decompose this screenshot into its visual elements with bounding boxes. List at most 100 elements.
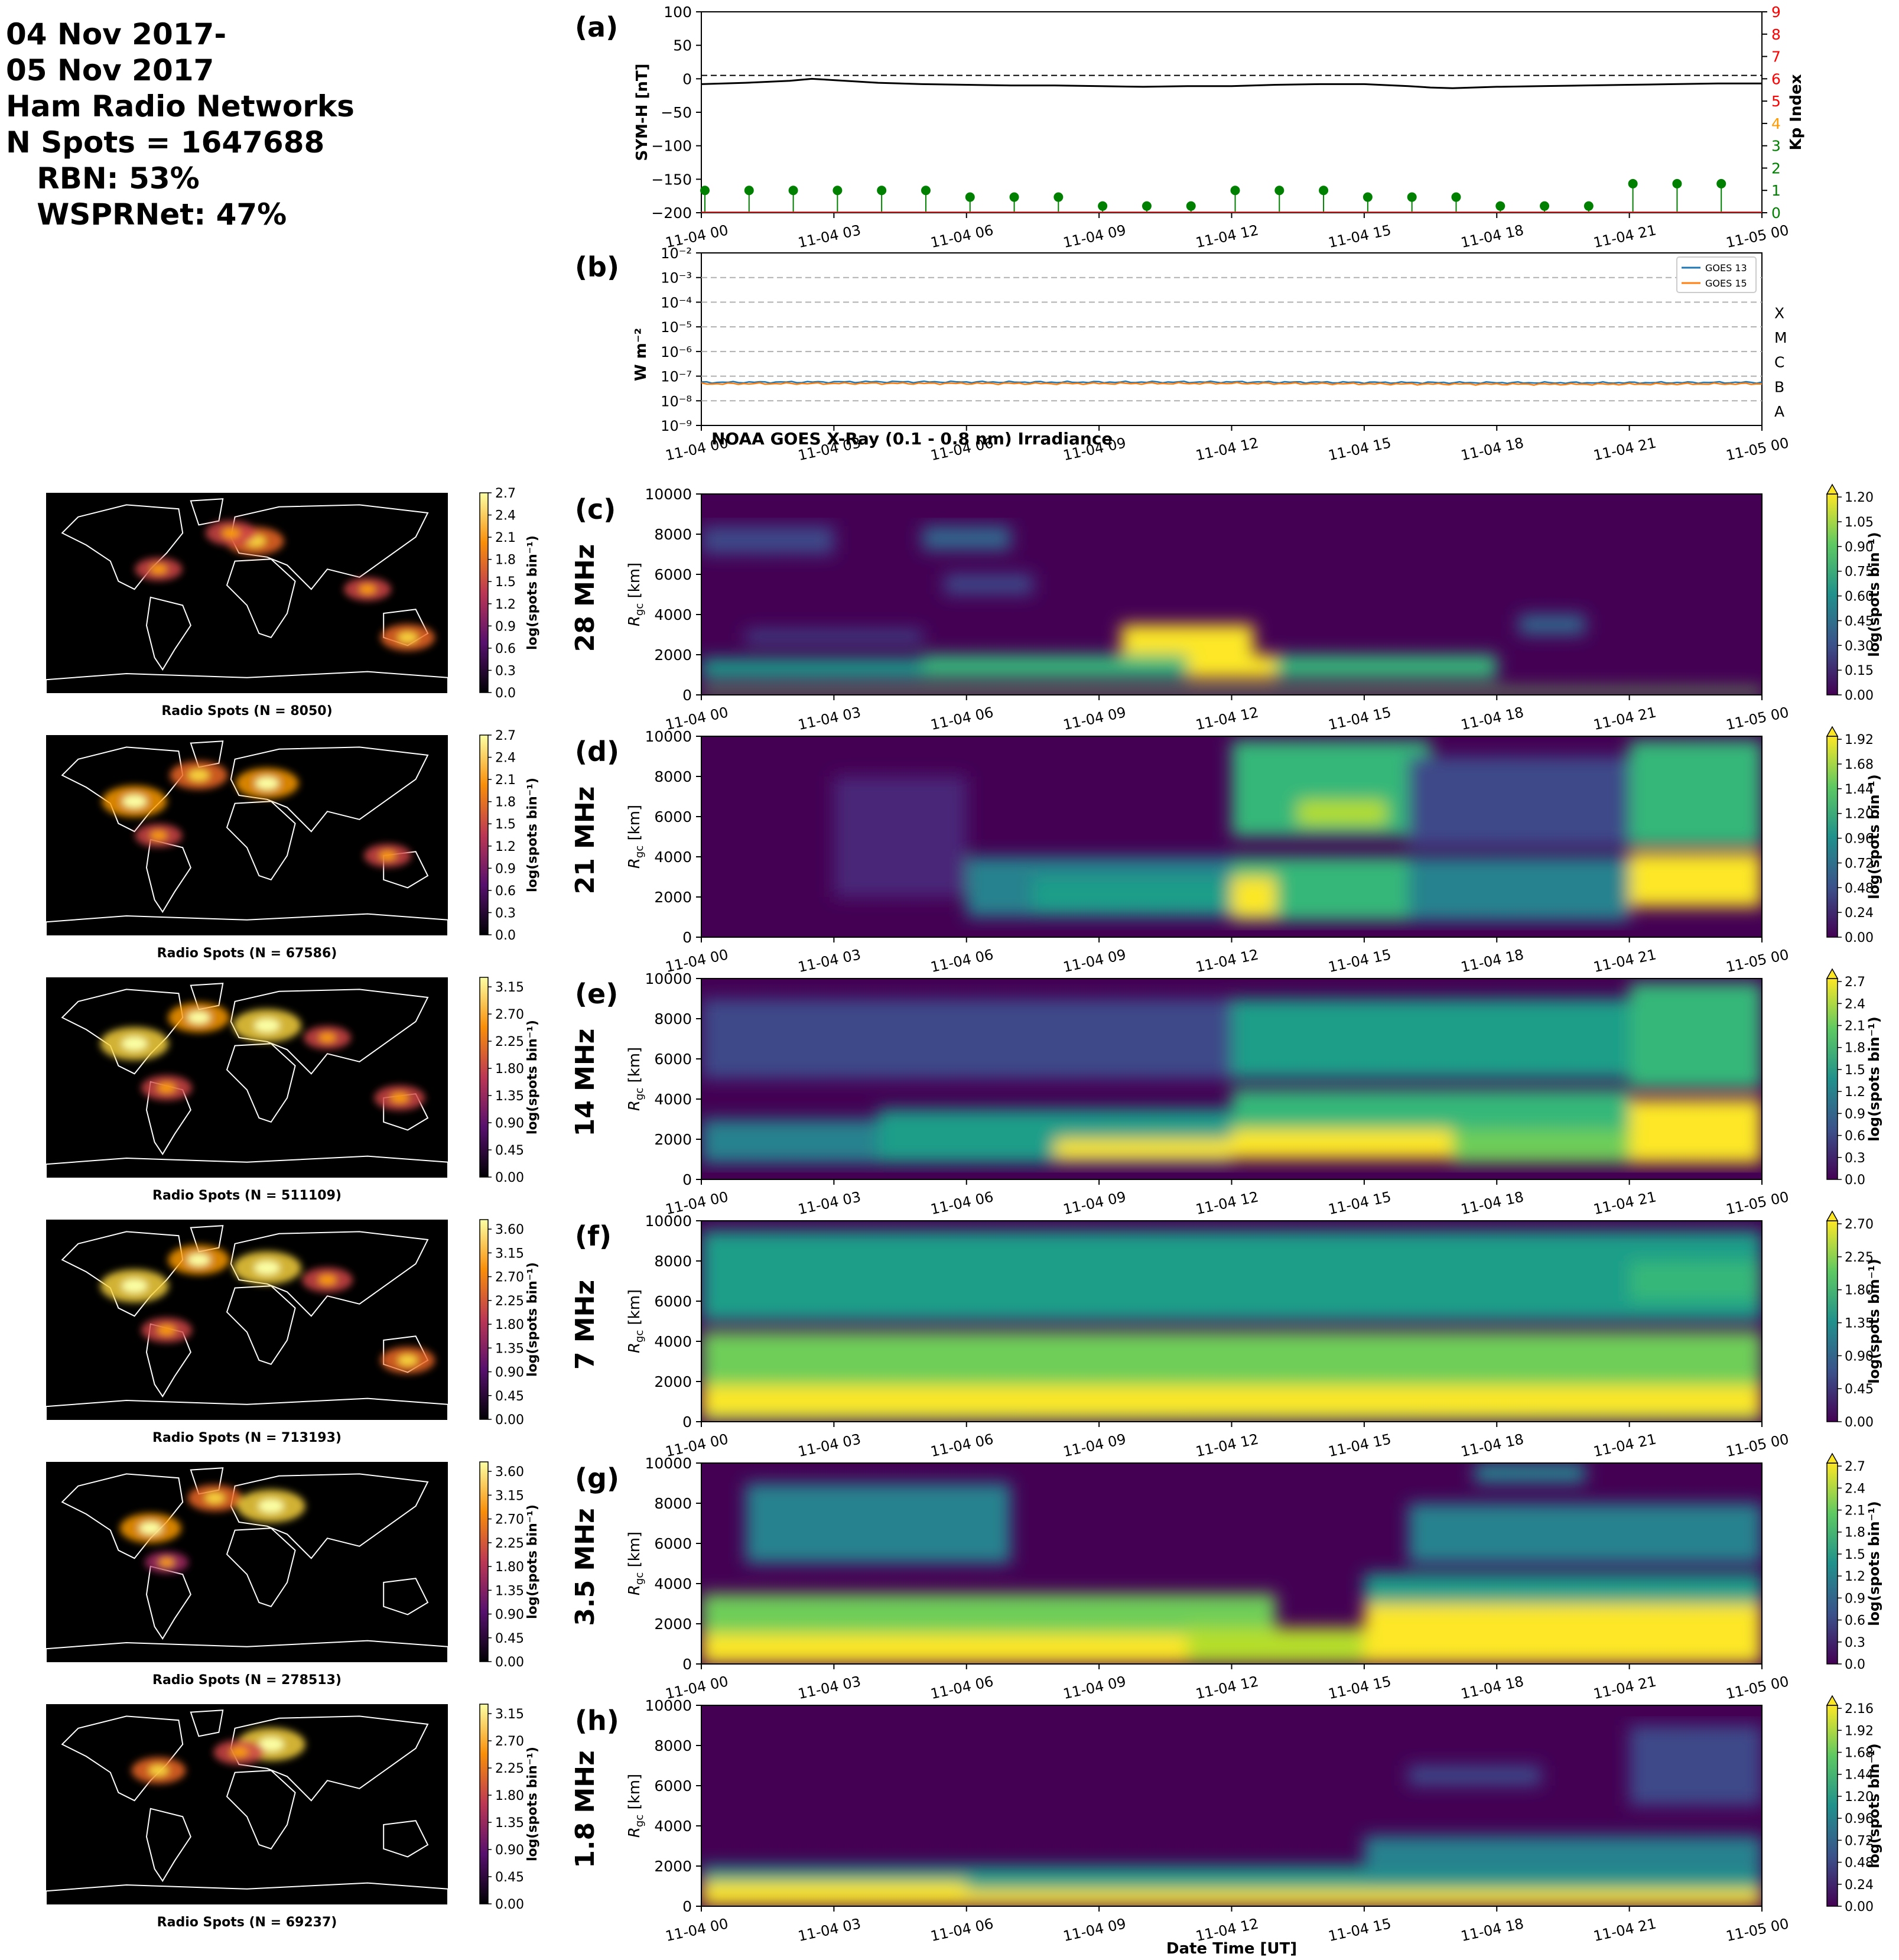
map-colorbar-h bbox=[479, 1704, 489, 1904]
ytick-label-c-5: 10000 bbox=[645, 486, 692, 503]
axes-frame-b bbox=[701, 252, 1763, 426]
xtick-label-d-8: 11-05 00 bbox=[1725, 946, 1790, 976]
heatmap-region-c-1 bbox=[701, 658, 922, 679]
ytick-label-a-5: −150 bbox=[651, 171, 692, 188]
xtick-label-e-5: 11-04 15 bbox=[1327, 1188, 1393, 1218]
ytick-label-d-2: 4000 bbox=[654, 849, 692, 866]
spot-core-g-0 bbox=[139, 1522, 162, 1535]
ytick-right-label-a-9: 9 bbox=[1771, 4, 1781, 21]
cbar-tick-label-h-5: 1.20 bbox=[1845, 1790, 1874, 1805]
spot-core-e-2 bbox=[254, 1018, 280, 1033]
spot-core-f-5 bbox=[318, 1275, 337, 1285]
ylabel-f: Rgc [km] bbox=[626, 1289, 646, 1353]
coastline-antarctica-g bbox=[46, 1640, 448, 1663]
coastline-greenland-e bbox=[190, 983, 224, 1010]
coastline-africa-d bbox=[226, 801, 296, 880]
heatmap-region-f-2 bbox=[1010, 1402, 1188, 1416]
xtick-label-b-7: 11-04 21 bbox=[1592, 434, 1657, 464]
cbar-tick-label-f-0: 0.00 bbox=[1845, 1415, 1874, 1430]
xtick-label-e-2: 11-04 06 bbox=[929, 1188, 994, 1218]
world-map-h bbox=[46, 1704, 448, 1905]
ytick-label-f-0: 0 bbox=[682, 1413, 692, 1431]
cbar-tick-label-f-4: 1.80 bbox=[1845, 1283, 1874, 1298]
ytick-label-c-4: 8000 bbox=[654, 526, 692, 543]
cbar-tick-label-e-5: 1.5 bbox=[1845, 1063, 1865, 1078]
xtick-label-d-3: 11-04 09 bbox=[1062, 946, 1127, 976]
cbar-tick-label-d-0: 0.00 bbox=[1845, 931, 1874, 945]
cbar-label-g: log(spots bin⁻¹) bbox=[1866, 1501, 1882, 1626]
xtick-label-d-7: 11-04 21 bbox=[1592, 946, 1657, 976]
map-cbar-tick-label-d-5: 1.5 bbox=[495, 817, 516, 832]
coastline-north-america-g bbox=[61, 1473, 184, 1559]
coastline-greenland-h bbox=[190, 1709, 224, 1737]
map-title-d: Radio Spots (N = 67586) bbox=[157, 946, 337, 961]
kp-point-8 bbox=[1053, 192, 1064, 202]
map-cbar-tick-label-c-0: 0.0 bbox=[495, 686, 516, 701]
heatmap-region-d-3 bbox=[1231, 877, 1276, 917]
world-map-c bbox=[46, 493, 448, 694]
cbar-tick-label-h-9: 2.16 bbox=[1845, 1702, 1874, 1717]
map-cbar-label-e: log(spots bin⁻¹) bbox=[525, 1020, 540, 1135]
cbar-tick-label-h-2: 0.48 bbox=[1845, 1856, 1874, 1871]
map-cbar-label-h: log(spots bin⁻¹) bbox=[525, 1747, 540, 1861]
xtick-label-h-2: 11-04 06 bbox=[929, 1915, 994, 1945]
spot-core-d-2 bbox=[255, 776, 279, 790]
map-cbar-label-g: log(spots bin⁻¹) bbox=[525, 1504, 540, 1619]
coastline-south-america-h bbox=[145, 1808, 191, 1883]
ytick-label-h-4: 8000 bbox=[654, 1737, 692, 1754]
heatmap-region-c-6 bbox=[922, 526, 1011, 551]
spot-core-h-2 bbox=[229, 1747, 249, 1758]
map-cbar-tick-label-g-6: 2.70 bbox=[495, 1513, 524, 1527]
heatmap-region-g-1 bbox=[701, 1634, 1188, 1664]
map-cbar-tick-label-e-5: 2.25 bbox=[495, 1035, 524, 1049]
ytick-label-b-5: 10⁻⁷ bbox=[661, 369, 692, 385]
cbar-label-c: log(spots bin⁻¹) bbox=[1866, 532, 1882, 657]
cbar-tick-label-c-5: 0.75 bbox=[1845, 565, 1874, 580]
heatmap-region-c-8 bbox=[745, 630, 922, 643]
xtick-label-c-6: 11-04 18 bbox=[1459, 704, 1525, 733]
coastline-eurasia-d bbox=[230, 746, 429, 833]
coastline-eurasia-f bbox=[230, 1231, 429, 1317]
map-cbar-tick-label-d-0: 0.0 bbox=[495, 928, 516, 943]
heatmap-region-e-6 bbox=[1452, 1129, 1630, 1163]
coastline-africa-e bbox=[226, 1043, 296, 1123]
ytick-label-b-4: 10⁻⁶ bbox=[661, 344, 692, 360]
panel-label-f: (f) bbox=[575, 1220, 612, 1252]
xtick-label-d-1: 11-04 03 bbox=[796, 946, 862, 976]
map-cbar-tick-label-d-4: 1.2 bbox=[495, 840, 516, 854]
panel-label-e: (e) bbox=[575, 978, 618, 1010]
cbar-tick-label-h-7: 1.68 bbox=[1845, 1746, 1874, 1761]
map-colorbar-c bbox=[479, 492, 489, 693]
ytick-label-b-2: 10⁻⁴ bbox=[661, 294, 692, 311]
heatmap-f bbox=[701, 1221, 1762, 1422]
ytick-label-h-5: 10000 bbox=[645, 1697, 692, 1714]
header-line-1: 04 Nov 2017- bbox=[6, 17, 227, 51]
spot-core-c-2 bbox=[397, 632, 418, 643]
map-cbar-tick-label-e-3: 1.35 bbox=[495, 1089, 524, 1104]
cbar-tick-label-c-2: 0.30 bbox=[1845, 639, 1874, 654]
colorbar-f bbox=[1826, 1220, 1838, 1422]
spot-core-f-1 bbox=[187, 1253, 210, 1266]
ytick-label-c-0: 0 bbox=[682, 687, 692, 704]
xtick-label-a-8: 11-05 00 bbox=[1725, 222, 1790, 251]
map-cbar-tick-label-g-3: 1.35 bbox=[495, 1584, 524, 1598]
map-cbar-tick-label-g-7: 3.15 bbox=[495, 1488, 524, 1503]
heatmap-region-h-3 bbox=[1364, 1836, 1762, 1876]
spot-core-c-3 bbox=[149, 564, 168, 574]
xtick-label-e-1: 11-04 03 bbox=[796, 1188, 862, 1218]
xtick-label-f-2: 11-04 06 bbox=[929, 1431, 994, 1460]
xtick-label-c-7: 11-04 21 bbox=[1592, 704, 1657, 733]
xtick-label-e-3: 11-04 09 bbox=[1062, 1188, 1127, 1218]
kp-point-10 bbox=[1142, 201, 1152, 211]
xtick-label-c-3: 11-04 09 bbox=[1062, 704, 1127, 733]
map-cbar-tick-label-e-1: 0.45 bbox=[495, 1143, 524, 1158]
ytick-label-b-0: 10⁻² bbox=[661, 245, 692, 262]
heatmap-region-e-2 bbox=[1055, 1139, 1232, 1159]
kp-point-14 bbox=[1319, 186, 1329, 196]
cbar-tick-label-d-1: 0.24 bbox=[1845, 906, 1874, 921]
spot-core-h-0 bbox=[148, 1764, 169, 1776]
coastline-antarctica-c bbox=[46, 671, 448, 694]
ytick-label-e-5: 10000 bbox=[645, 970, 692, 987]
spot-core-e-0 bbox=[121, 1036, 148, 1051]
ytick-label-a-2: 0 bbox=[682, 70, 692, 87]
